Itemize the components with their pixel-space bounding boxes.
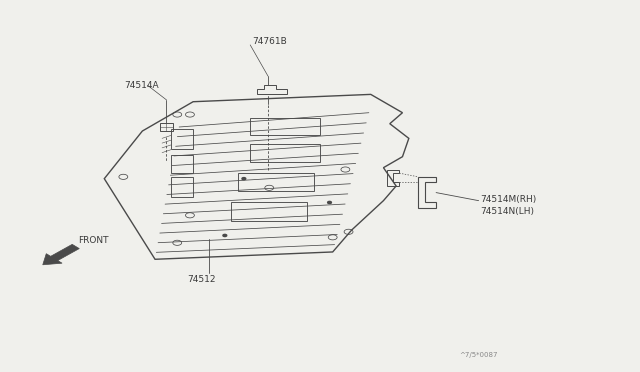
Text: 74514A: 74514A [125,81,159,90]
Circle shape [242,177,246,180]
Text: ^7/5*0087: ^7/5*0087 [460,352,498,358]
Text: 74512: 74512 [187,275,215,284]
Circle shape [223,234,227,237]
Text: 74514M(RH): 74514M(RH) [480,195,536,204]
Text: FRONT: FRONT [77,237,108,246]
Polygon shape [43,244,79,265]
Text: 74514N(LH): 74514N(LH) [480,207,534,216]
Circle shape [328,201,332,203]
Text: 74761B: 74761B [252,37,287,46]
